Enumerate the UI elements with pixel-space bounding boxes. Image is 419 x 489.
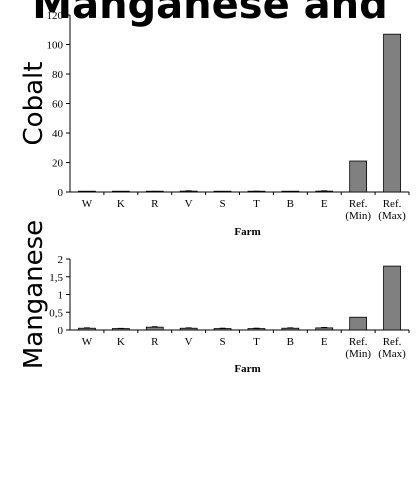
- y-tick-label: 1,5: [49, 272, 63, 284]
- x-tick-label: T: [253, 198, 260, 210]
- bar: [179, 327, 198, 331]
- bar: [247, 328, 266, 331]
- x-tick-label: V: [185, 336, 193, 348]
- x-tick-label: W: [82, 198, 93, 210]
- y-tick-label: 100: [47, 40, 64, 52]
- y-tick-label: 0,5: [49, 307, 63, 319]
- bar: [349, 316, 368, 331]
- bar: [383, 33, 401, 193]
- y-axis-label: Manganese: [19, 220, 49, 369]
- bar: [349, 160, 368, 193]
- bar: [213, 328, 232, 331]
- y-axis-label: Cobalt: [19, 62, 49, 146]
- y-tick-label: 40: [52, 128, 64, 140]
- y-tick-label: 2: [58, 254, 64, 266]
- x-axis-label: Farm: [234, 363, 260, 375]
- x-tick-label: S: [219, 198, 225, 210]
- x-tick-label: R: [151, 336, 159, 348]
- x-tick-label: Ref. (Max): [378, 198, 406, 222]
- y-tick-label: 0: [58, 187, 64, 199]
- y-tick-label: 60: [52, 99, 64, 111]
- bar: [78, 327, 96, 331]
- bar: [281, 327, 300, 331]
- x-tick-label: B: [287, 198, 294, 210]
- x-tick-label: Ref. (Max): [378, 336, 406, 360]
- y-tick-label: 1: [58, 290, 64, 302]
- x-tick-label: T: [253, 336, 260, 348]
- x-tick-label: E: [321, 198, 328, 210]
- x-tick-label: K: [117, 336, 125, 348]
- x-tick-label: W: [82, 336, 93, 348]
- y-tick-label: 20: [52, 158, 64, 170]
- x-tick-label: V: [185, 198, 193, 210]
- x-tick-label: B: [287, 336, 294, 348]
- bar: [315, 327, 334, 331]
- cobalt-chart: Cobalt 0 20 40 60 80 100 120 W K R V S T B E Ref. (Min) Re…: [19, 10, 410, 238]
- bar: [383, 265, 401, 331]
- x-tick-label: E: [321, 336, 328, 348]
- x-tick-label: K: [117, 198, 125, 210]
- manganese-chart: Manganese 0 0,5 1 1,5 2 W K R V S T B E Ref. (Min) Ref.(…: [19, 220, 410, 375]
- figure-title: Manganese and: [32, 0, 387, 28]
- x-tick-label: S: [219, 336, 225, 348]
- y-tick-label: 0: [58, 325, 64, 337]
- x-axis-label: Farm: [234, 226, 260, 238]
- x-tick-label: Ref. (Min): [345, 198, 371, 222]
- x-tick-label: Ref. (Min): [345, 336, 371, 360]
- bar: [145, 326, 164, 331]
- y-tick-label: 80: [52, 69, 64, 81]
- x-tick-label: R: [151, 198, 159, 210]
- y-tick-label: 120: [47, 10, 64, 22]
